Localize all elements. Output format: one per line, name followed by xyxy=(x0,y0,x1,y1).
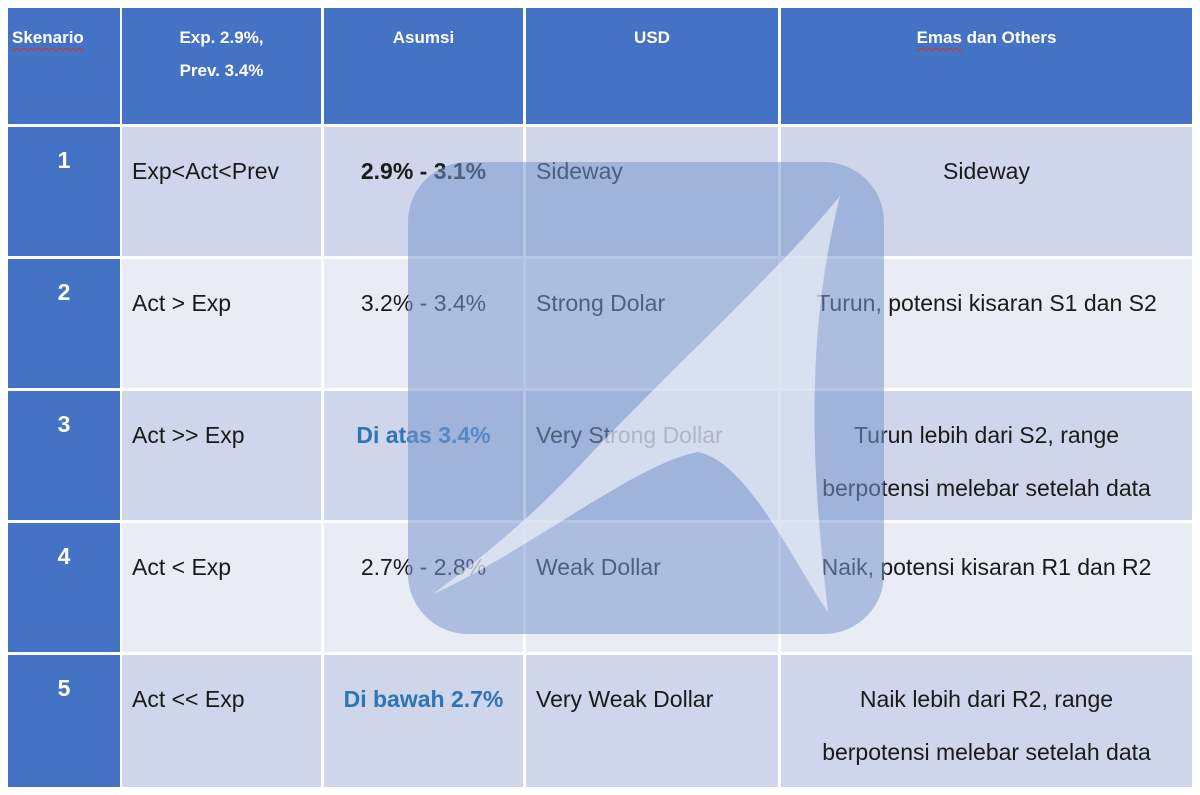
row-2-asumsi-cell: 3.2% - 3.4% xyxy=(324,259,523,388)
header-emas-word: Emas xyxy=(916,28,962,47)
row-number: 2 xyxy=(57,279,71,305)
row-number: 1 xyxy=(57,147,71,173)
header-emas-rest: dan Others xyxy=(961,28,1057,47)
emas-text-line1: Naik, potensi kisaran R1 dan R2 xyxy=(821,554,1152,580)
usd-text: Weak Dollar xyxy=(536,554,661,580)
condition-text: Act < Exp xyxy=(132,554,232,580)
row-4-emas-cell: Naik, potensi kisaran R1 dan R2 xyxy=(781,523,1192,652)
row-3-emas-cell: Turun lebih dari S2, range berpotensi me… xyxy=(781,391,1192,520)
header-exp-prev: Exp. 2.9%, Prev. 3.4% xyxy=(122,8,321,124)
condition-text: Act << Exp xyxy=(132,686,245,712)
row-5-usd-cell: Very Weak Dollar xyxy=(526,655,778,787)
row-3-number-cell: 3 xyxy=(8,391,120,520)
row-1-emas-cell: Sideway xyxy=(781,127,1192,256)
usd-text: Sideway xyxy=(536,158,623,184)
condition-text: Exp<Act<Prev xyxy=(132,158,280,184)
header-usd: USD xyxy=(526,8,778,124)
usd-text: Strong Dolar xyxy=(536,290,666,316)
row-2-condition-cell: Act > Exp xyxy=(122,259,321,388)
row-number: 4 xyxy=(57,543,71,569)
row-4-usd-cell: Weak Dollar xyxy=(526,523,778,652)
row-1-usd-cell: Sideway xyxy=(526,127,778,256)
emas-text-line2: berpotensi melebar setelah data xyxy=(822,739,1151,765)
row-5-emas-cell: Naik lebih dari R2, range berpotensi mel… xyxy=(781,655,1192,787)
header-skenario-label: Skenario xyxy=(12,28,84,47)
asumsi-text: 2.9% - 3.1% xyxy=(360,158,487,184)
row-3-condition-cell: Act >> Exp xyxy=(122,391,321,520)
header-skenario: Skenario xyxy=(8,8,120,124)
row-4-number-cell: 4 xyxy=(8,523,120,652)
asumsi-text: Di atas 3.4% xyxy=(356,422,491,448)
row-4-condition-cell: Act < Exp xyxy=(122,523,321,652)
row-3-usd-cell: Very Strong Dollar xyxy=(526,391,778,520)
row-2-emas-cell: Turun, potensi kisaran S1 dan S2 xyxy=(781,259,1192,388)
header-asumsi-label: Asumsi xyxy=(392,28,455,47)
row-number: 3 xyxy=(57,411,71,437)
row-5-condition-cell: Act << Exp xyxy=(122,655,321,787)
row-1-number-cell: 1 xyxy=(8,127,120,256)
row-2-usd-cell: Strong Dolar xyxy=(526,259,778,388)
row-4-asumsi-cell: 2.7% - 2.8% xyxy=(324,523,523,652)
header-prev-label: Prev. 3.4% xyxy=(179,61,264,80)
emas-text-line1: Naik lebih dari R2, range xyxy=(859,686,1114,712)
condition-text: Act > Exp xyxy=(132,290,232,316)
row-5-asumsi-cell: Di bawah 2.7% xyxy=(324,655,523,787)
row-5-number-cell: 5 xyxy=(8,655,120,787)
asumsi-text: 2.7% - 2.8% xyxy=(360,554,487,580)
header-usd-label: USD xyxy=(634,28,670,47)
asumsi-text: 3.2% - 3.4% xyxy=(360,290,487,316)
row-number: 5 xyxy=(57,675,71,701)
header-asumsi: Asumsi xyxy=(324,8,523,124)
row-3-asumsi-cell: Di atas 3.4% xyxy=(324,391,523,520)
emas-text-line1: Sideway xyxy=(943,158,1030,184)
header-emas: Emas dan Others xyxy=(781,8,1192,124)
condition-text: Act >> Exp xyxy=(132,422,245,448)
emas-text-line2: berpotensi melebar setelah data xyxy=(822,475,1151,501)
emas-text-line1: Turun, potensi kisaran S1 dan S2 xyxy=(816,290,1157,316)
header-exp-label: Exp. 2.9%, xyxy=(179,28,264,47)
row-1-condition-cell: Exp<Act<Prev xyxy=(122,127,321,256)
usd-text: Very Strong Dollar xyxy=(536,422,723,448)
usd-text: Very Weak Dollar xyxy=(536,686,714,712)
asumsi-text: Di bawah 2.7% xyxy=(343,686,504,712)
emas-text-line1: Turun lebih dari S2, range xyxy=(853,422,1120,448)
row-1-asumsi-cell: 2.9% - 3.1% xyxy=(324,127,523,256)
row-2-number-cell: 2 xyxy=(8,259,120,388)
